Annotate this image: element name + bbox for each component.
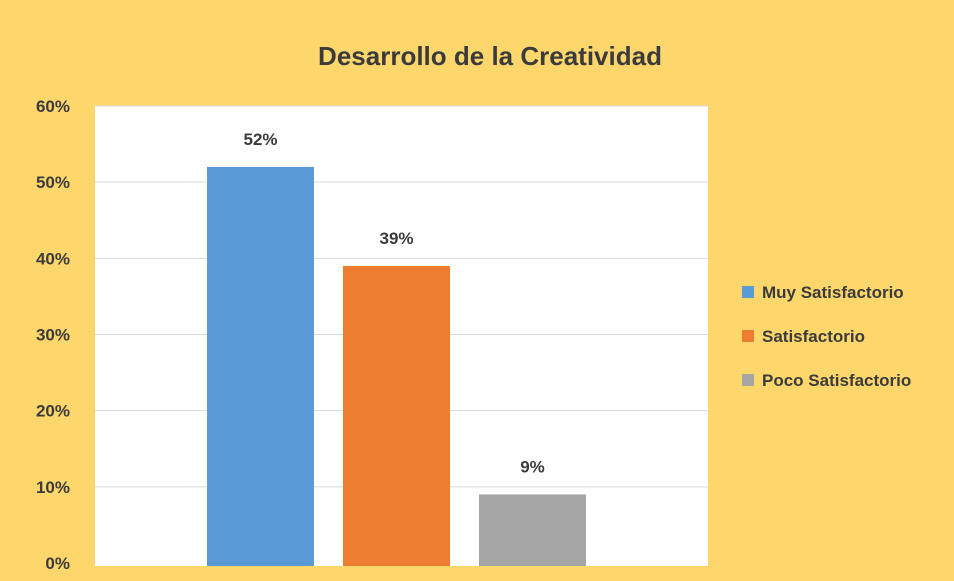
y-tick-label: 60% xyxy=(36,97,70,116)
bar xyxy=(479,494,586,566)
data-label: 9% xyxy=(520,457,545,476)
bar xyxy=(343,265,450,566)
y-tick-label: 10% xyxy=(36,478,70,497)
data-label: 52% xyxy=(243,130,277,149)
legend-swatch xyxy=(742,330,754,342)
legend-swatch xyxy=(742,374,754,386)
bar xyxy=(207,166,314,566)
legend-swatch xyxy=(742,286,754,298)
legend-label: Poco Satisfactorio xyxy=(762,371,911,390)
chart-title: Desarrollo de la Creatividad xyxy=(318,41,662,71)
legend-label: Muy Satisfactorio xyxy=(762,283,904,302)
data-labels: 52% 39% 9% xyxy=(243,130,544,477)
y-tick-label: 30% xyxy=(36,326,70,345)
y-axis-ticks: 0% 10% 20% 30% 40% 50% 60% xyxy=(36,97,70,573)
y-tick-label: 20% xyxy=(36,402,70,421)
legend: Muy Satisfactorio Satisfactorio Poco Satis… xyxy=(742,283,911,390)
legend-label: Satisfactorio xyxy=(762,327,865,346)
y-tick-label: 50% xyxy=(36,173,70,192)
bars xyxy=(207,166,586,566)
data-label: 39% xyxy=(379,229,413,248)
y-tick-label: 40% xyxy=(36,249,70,268)
y-tick-label: 0% xyxy=(45,554,70,573)
